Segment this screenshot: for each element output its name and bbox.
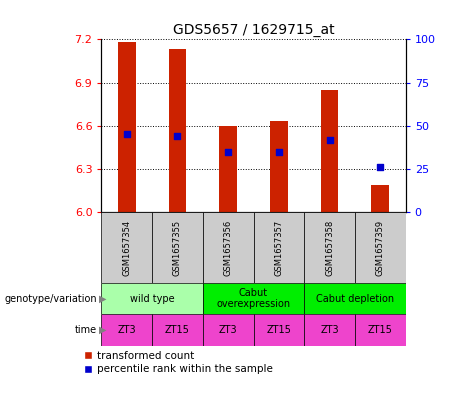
Bar — [101, 314, 152, 346]
Bar — [355, 212, 406, 283]
Title: GDS5657 / 1629715_at: GDS5657 / 1629715_at — [173, 23, 334, 37]
Text: GSM1657354: GSM1657354 — [122, 220, 131, 275]
Bar — [270, 121, 288, 212]
Point — [275, 149, 283, 155]
Text: ZT15: ZT15 — [165, 325, 190, 335]
Text: Cabut
overexpression: Cabut overexpression — [217, 288, 290, 309]
Bar — [321, 90, 338, 212]
Bar — [203, 283, 304, 314]
Bar — [304, 314, 355, 346]
Point — [123, 131, 130, 138]
Text: wild type: wild type — [130, 294, 174, 304]
Text: ZT3: ZT3 — [118, 325, 136, 335]
Bar — [101, 283, 203, 314]
Point — [225, 149, 232, 155]
Bar — [203, 314, 254, 346]
Bar — [152, 212, 203, 283]
Text: ZT15: ZT15 — [266, 325, 291, 335]
Text: ZT3: ZT3 — [219, 325, 237, 335]
Text: genotype/variation: genotype/variation — [4, 294, 97, 304]
Bar — [355, 314, 406, 346]
Bar — [152, 314, 203, 346]
Text: Cabut depletion: Cabut depletion — [316, 294, 394, 304]
Text: ZT3: ZT3 — [320, 325, 339, 335]
Bar — [169, 50, 186, 212]
Text: ZT15: ZT15 — [368, 325, 393, 335]
Bar — [101, 212, 152, 283]
Text: ▶: ▶ — [99, 325, 106, 335]
Bar — [304, 212, 355, 283]
Bar — [372, 185, 389, 212]
Text: GSM1657358: GSM1657358 — [325, 219, 334, 276]
Bar — [254, 212, 304, 283]
Text: GSM1657355: GSM1657355 — [173, 220, 182, 275]
Point — [326, 136, 333, 143]
Bar — [304, 283, 406, 314]
Point — [377, 164, 384, 171]
Text: time: time — [75, 325, 97, 335]
Bar — [203, 212, 254, 283]
Bar — [118, 42, 136, 212]
Legend: transformed count, percentile rank within the sample: transformed count, percentile rank withi… — [83, 351, 273, 374]
Text: GSM1657359: GSM1657359 — [376, 220, 385, 275]
Text: ▶: ▶ — [99, 294, 106, 304]
Text: GSM1657357: GSM1657357 — [274, 219, 284, 276]
Bar — [219, 126, 237, 212]
Point — [174, 133, 181, 139]
Text: GSM1657356: GSM1657356 — [224, 219, 233, 276]
Bar — [254, 314, 304, 346]
